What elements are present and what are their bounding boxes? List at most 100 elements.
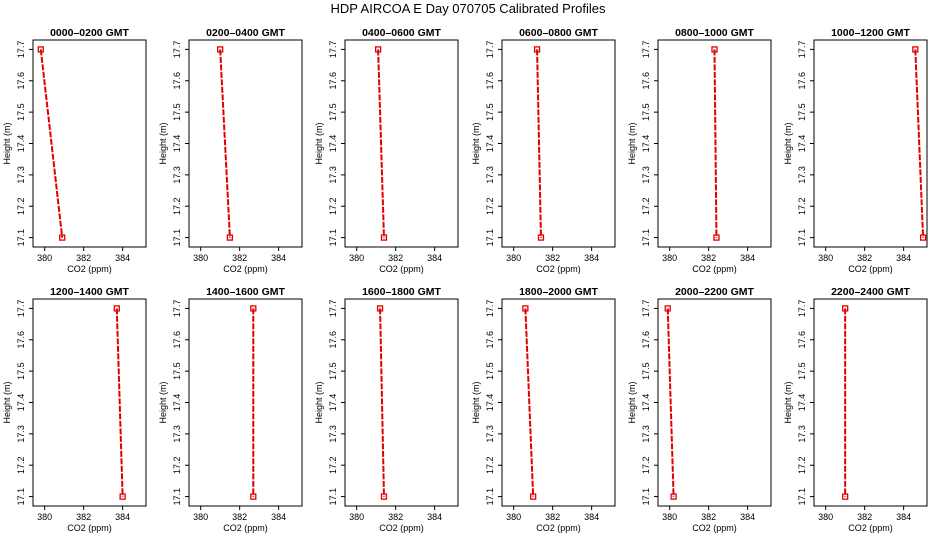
panel-title: 1800–2000 GMT bbox=[519, 286, 598, 298]
panel-title: 0800–1000 GMT bbox=[675, 27, 754, 39]
y-tick-label: 17.5 bbox=[172, 362, 182, 380]
y-tick-label: 17.2 bbox=[485, 197, 495, 215]
profile-point bbox=[533, 46, 541, 53]
x-tick-label: 382 bbox=[76, 512, 91, 522]
x-tick-label: 380 bbox=[349, 253, 364, 263]
y-axis-label: Height (m) bbox=[2, 381, 12, 423]
y-axis-label: Height (m) bbox=[627, 381, 637, 423]
profile-panel: 2200–2400 GMT 380 382 384 17.1 17.2 17.3 17.4 17… bbox=[783, 286, 928, 533]
y-tick-label: 17.1 bbox=[328, 229, 338, 247]
y-tick-label: 17.5 bbox=[797, 103, 807, 121]
profile-point bbox=[380, 493, 388, 500]
x-tick-label: 380 bbox=[662, 253, 677, 263]
x-tick-label: 384 bbox=[271, 512, 286, 522]
profile-panel: 1800–2000 GMT 380 382 384 17.1 17.2 17.3 17.4 17… bbox=[471, 286, 616, 533]
x-tick-label: 382 bbox=[701, 512, 716, 522]
y-tick-label: 17.2 bbox=[328, 197, 338, 215]
x-axis-label: CO2 (ppm) bbox=[536, 523, 581, 533]
y-tick-label: 17.1 bbox=[797, 229, 807, 247]
x-axis-label: CO2 (ppm) bbox=[692, 523, 737, 533]
x-axis-label: CO2 (ppm) bbox=[848, 523, 893, 533]
plot-frame bbox=[813, 298, 928, 507]
y-tick-label: 17.4 bbox=[328, 394, 338, 412]
x-tick-label: 384 bbox=[115, 512, 130, 522]
panel-title: 1600–1800 GMT bbox=[362, 286, 441, 298]
plot-frame bbox=[344, 298, 459, 507]
profile-point bbox=[530, 493, 537, 500]
y-tick-label: 17.3 bbox=[797, 166, 807, 184]
y-tick-label: 17.7 bbox=[328, 41, 338, 59]
x-tick-label: 380 bbox=[349, 512, 364, 522]
x-tick-label: 380 bbox=[818, 512, 833, 522]
profile-point bbox=[374, 46, 382, 53]
y-axis-label: Height (m) bbox=[158, 122, 168, 164]
y-tick-label: 17.2 bbox=[641, 456, 651, 474]
y-tick-label: 17.7 bbox=[16, 300, 26, 318]
x-tick-label: 384 bbox=[115, 253, 130, 263]
profile-point bbox=[713, 234, 720, 241]
profile-panel: 2000–2200 GMT 380 382 384 17.1 17.2 17.3 17.4 17… bbox=[627, 286, 772, 533]
panel-title: 0200–0400 GMT bbox=[206, 27, 285, 39]
y-tick-label: 17.5 bbox=[485, 362, 495, 380]
y-tick-label: 17.5 bbox=[328, 103, 338, 121]
y-axis-label: Height (m) bbox=[2, 122, 12, 164]
plot-frame bbox=[501, 298, 616, 507]
x-axis-label: CO2 (ppm) bbox=[67, 523, 112, 533]
x-tick-label: 382 bbox=[545, 512, 560, 522]
profile-panel: 0800–1000 GMT 380 382 384 17.1 17.2 17.3 17.4 17… bbox=[627, 27, 772, 274]
profile-point bbox=[711, 46, 718, 53]
x-tick-label: 380 bbox=[506, 512, 521, 522]
profile-line bbox=[39, 49, 64, 238]
y-tick-label: 17.3 bbox=[485, 425, 495, 443]
profile-point bbox=[119, 493, 126, 500]
profile-point bbox=[912, 46, 919, 53]
profile-panel: 0200–0400 GMT 380 382 384 17.1 17.2 17.3 17.4 17… bbox=[158, 27, 303, 274]
x-tick-label: 384 bbox=[427, 253, 442, 263]
y-tick-label: 17.2 bbox=[16, 456, 26, 474]
y-tick-label: 17.5 bbox=[641, 103, 651, 121]
x-tick-label: 380 bbox=[193, 512, 208, 522]
x-axis-label: CO2 (ppm) bbox=[848, 264, 893, 274]
y-tick-label: 17.6 bbox=[485, 331, 495, 349]
x-tick-label: 384 bbox=[427, 512, 442, 522]
y-axis-label: Height (m) bbox=[314, 381, 324, 423]
y-tick-label: 17.4 bbox=[16, 394, 26, 412]
y-tick-label: 17.2 bbox=[172, 456, 182, 474]
profile-line bbox=[377, 49, 385, 238]
y-tick-label: 17.7 bbox=[172, 300, 182, 318]
plot-frame bbox=[501, 39, 616, 248]
x-axis-label: CO2 (ppm) bbox=[536, 264, 581, 274]
panel-title: 1400–1600 GMT bbox=[206, 286, 285, 298]
y-tick-label: 17.3 bbox=[797, 425, 807, 443]
x-tick-label: 382 bbox=[232, 512, 247, 522]
y-tick-label: 17.6 bbox=[485, 72, 495, 90]
x-tick-label: 382 bbox=[545, 253, 560, 263]
profile-point bbox=[380, 234, 388, 241]
profile-panel: 0400–0600 GMT 380 382 384 17.1 17.2 17.3 17.4 17… bbox=[314, 27, 459, 274]
plot-frame bbox=[813, 39, 928, 248]
y-tick-label: 17.1 bbox=[797, 488, 807, 506]
y-tick-label: 17.1 bbox=[328, 488, 338, 506]
x-tick-label: 382 bbox=[388, 512, 403, 522]
y-tick-label: 17.4 bbox=[641, 394, 651, 412]
y-tick-label: 17.3 bbox=[485, 166, 495, 184]
x-axis-label: CO2 (ppm) bbox=[379, 523, 424, 533]
x-tick-label: 382 bbox=[857, 512, 872, 522]
y-tick-label: 17.6 bbox=[641, 331, 651, 349]
y-tick-label: 17.7 bbox=[172, 41, 182, 59]
profile-point bbox=[226, 234, 234, 241]
y-tick-label: 17.3 bbox=[16, 166, 26, 184]
y-tick-label: 17.5 bbox=[16, 362, 26, 380]
y-tick-label: 17.7 bbox=[328, 300, 338, 318]
profile-panel: 0600–0800 GMT 380 382 384 17.1 17.2 17.3 17.4 17… bbox=[471, 27, 616, 274]
panel-title: 1200–1400 GMT bbox=[50, 286, 129, 298]
y-tick-label: 17.1 bbox=[16, 488, 26, 506]
profile-point bbox=[376, 305, 384, 312]
y-tick-label: 17.7 bbox=[16, 41, 26, 59]
x-tick-label: 384 bbox=[584, 512, 599, 522]
x-tick-label: 384 bbox=[584, 253, 599, 263]
y-tick-label: 17.3 bbox=[328, 166, 338, 184]
y-tick-label: 17.6 bbox=[172, 72, 182, 90]
y-tick-label: 17.2 bbox=[16, 197, 26, 215]
y-tick-label: 17.5 bbox=[172, 103, 182, 121]
